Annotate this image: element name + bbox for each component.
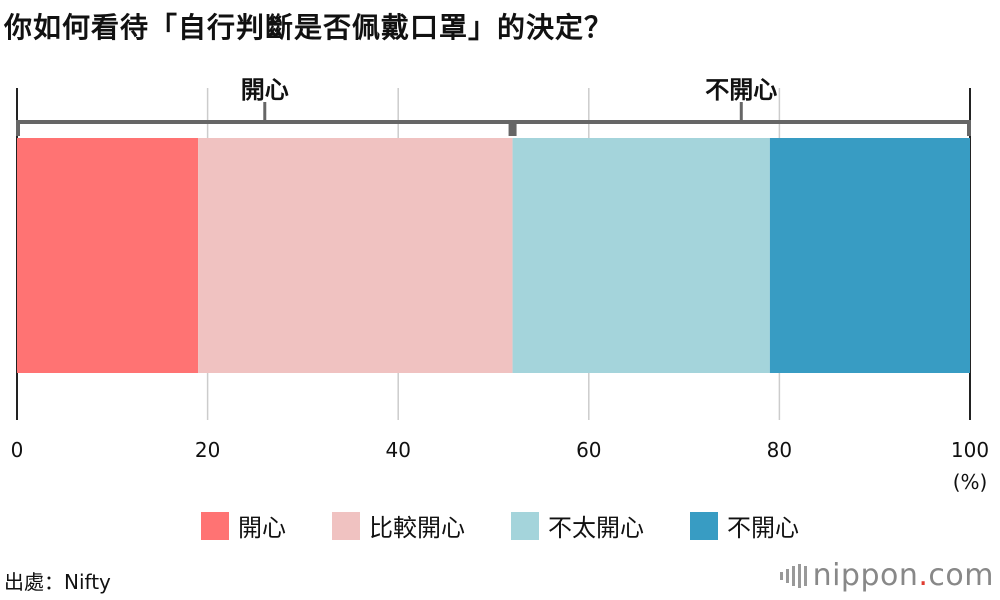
bar-segment (512, 138, 770, 373)
legend-swatch (511, 511, 539, 540)
logo-text: nippon.com (813, 558, 994, 593)
group-bracket-divider (508, 120, 517, 136)
logo-dot: . (918, 558, 929, 593)
legend-swatch (690, 511, 718, 540)
x-unit-label: (%) (953, 470, 988, 494)
legend-item: 不開心 (690, 508, 799, 543)
x-tick-label: 60 (576, 438, 601, 462)
bar-segment (769, 138, 970, 373)
chart-title: 你如何看待「自行判斷是否佩戴口罩」的決定？ (4, 11, 614, 44)
legend-item: 不太開心 (511, 508, 644, 543)
nippon-logo: nippon.com (779, 558, 994, 593)
bar-segment (198, 138, 513, 373)
legend-label: 比較開心 (369, 514, 465, 542)
legend-item: 開心 (201, 508, 286, 543)
legend-swatch (332, 511, 360, 540)
legend-label: 不太開心 (548, 514, 644, 542)
group-label: 開心 (241, 76, 289, 104)
group-label: 不開心 (705, 76, 777, 104)
logo-suffix: com (928, 558, 994, 593)
logo-bars-icon (779, 563, 807, 588)
logo-name: nippon (812, 558, 919, 593)
chart-legend: 開心 比較開心 不太開心 不開心 (0, 508, 1000, 543)
x-tick-label: 40 (385, 438, 410, 462)
x-tick-label: 0 (11, 438, 24, 462)
x-tick-label: 80 (767, 438, 792, 462)
legend-swatch (201, 511, 229, 540)
legend-label: 不開心 (727, 514, 799, 542)
legend-label: 開心 (238, 514, 286, 542)
source-note: 出處：Nifty (4, 570, 111, 594)
x-tick-label: 20 (195, 438, 220, 462)
legend-item: 比較開心 (332, 508, 465, 543)
bar-segment (17, 138, 199, 373)
x-tick-label: 100 (951, 438, 989, 462)
